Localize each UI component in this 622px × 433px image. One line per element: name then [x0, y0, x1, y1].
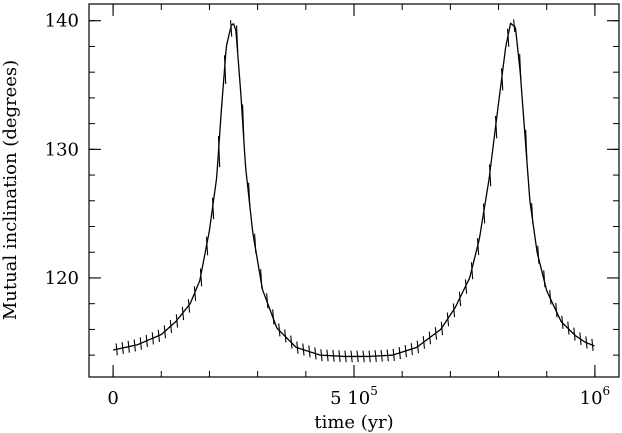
oscillation-mark — [115, 343, 118, 356]
oscillation-mark — [513, 19, 516, 33]
x-tick-label: 0 — [107, 388, 118, 409]
oscillation-mark — [573, 327, 576, 341]
oscillation-mark — [145, 334, 148, 348]
oscillation-mark — [175, 314, 179, 328]
oscillation-mark — [591, 338, 594, 352]
oscillation-mark — [157, 329, 161, 342]
oscillation-mark — [211, 197, 215, 220]
y-tick-label: 120 — [45, 268, 79, 289]
oscillation-mark — [525, 129, 528, 160]
oscillation-mark — [555, 302, 558, 318]
oscillation-mark — [278, 323, 281, 337]
oscillation-mark — [332, 349, 335, 362]
oscillation-mark — [464, 279, 468, 294]
oscillation-mark — [181, 306, 185, 321]
oscillation-mark — [272, 309, 275, 325]
y-tick-label: 130 — [45, 139, 79, 160]
oscillation-mark — [266, 293, 269, 309]
oscillation-mark — [470, 262, 474, 280]
oscillation-mark — [579, 332, 582, 345]
y-tick-label: 140 — [45, 11, 79, 32]
oscillation-mark — [163, 325, 167, 339]
oscillation-mark — [248, 182, 251, 207]
oscillation-mark — [362, 350, 365, 363]
oscillation-mark — [169, 320, 173, 333]
oscillation-mark — [434, 327, 438, 340]
oscillation-mark — [398, 346, 401, 360]
x-tick-exponent: 6 — [603, 384, 611, 398]
oscillation-mark — [338, 350, 341, 363]
oscillation-mark — [404, 345, 407, 358]
oscillation-mark — [531, 203, 534, 225]
oscillation-mark — [151, 332, 154, 345]
oscillation-mark — [476, 238, 480, 256]
oscillation-mark — [290, 335, 293, 349]
oscillation-mark — [482, 203, 486, 224]
oscillation-mark — [199, 268, 203, 287]
oscillation-mark — [561, 315, 564, 329]
series-oscillations — [115, 19, 594, 363]
oscillation-mark — [344, 350, 347, 363]
oscillation-mark — [260, 269, 263, 289]
oscillation-mark — [205, 236, 209, 256]
oscillation-mark — [446, 312, 450, 327]
oscillation-mark — [368, 350, 371, 363]
oscillation-mark — [284, 329, 287, 343]
oscillation-mark — [217, 136, 221, 168]
oscillation-mark — [139, 337, 142, 350]
oscillation-mark — [223, 55, 227, 85]
oscillation-mark — [507, 28, 510, 47]
oscillation-mark — [386, 349, 389, 362]
oscillation-mark — [127, 340, 130, 353]
oscillation-mark — [416, 340, 419, 354]
oscillation-mark — [543, 270, 546, 288]
oscillation-mark — [229, 20, 233, 37]
oscillation-mark — [380, 349, 383, 362]
x-tick-label: 106 — [580, 384, 611, 409]
oscillation-mark — [519, 53, 522, 80]
oscillation-mark — [242, 104, 245, 137]
series-line — [112, 22, 595, 358]
oscillation-mark — [121, 342, 124, 355]
oscillation-mark — [458, 291, 462, 307]
oscillation-mark — [314, 347, 317, 360]
axis-ticks — [89, 4, 619, 377]
oscillation-mark — [236, 25, 239, 52]
oscillation-mark — [585, 336, 588, 349]
x-axis-label: time (yr) — [314, 412, 393, 433]
oscillation-mark — [452, 303, 456, 318]
oscillation-mark — [308, 345, 311, 358]
plot-frame — [88, 3, 620, 378]
oscillation-mark — [193, 286, 197, 302]
oscillation-mark — [494, 115, 498, 139]
oscillation-mark — [410, 343, 413, 356]
oscillation-mark — [428, 331, 432, 345]
oscillation-mark — [501, 68, 504, 91]
oscillation-mark — [320, 349, 323, 362]
x-tick-label: 5 105 — [330, 384, 378, 409]
x-tick-exponent: 5 — [370, 384, 378, 398]
oscillation-mark — [537, 245, 540, 264]
oscillation-mark — [422, 336, 426, 349]
oscillation-mark — [440, 321, 444, 336]
oscillation-mark — [392, 348, 395, 361]
oscillation-mark — [350, 350, 353, 363]
oscillation-mark — [296, 341, 299, 354]
oscillation-mark — [488, 164, 492, 187]
oscillation-mark — [187, 299, 191, 313]
oscillation-mark — [133, 339, 136, 352]
oscillation-mark — [356, 350, 359, 363]
tick-labels: 0 5 105 106 120 130 140 — [45, 11, 611, 409]
oscillation-mark — [549, 289, 552, 305]
oscillation-mark — [326, 349, 329, 362]
oscillation-mark — [302, 343, 305, 356]
y-axis-label: Mutual inclination (degrees) — [0, 60, 21, 320]
oscillation-mark — [374, 350, 377, 362]
oscillation-mark — [254, 233, 257, 254]
oscillation-mark — [567, 321, 570, 335]
